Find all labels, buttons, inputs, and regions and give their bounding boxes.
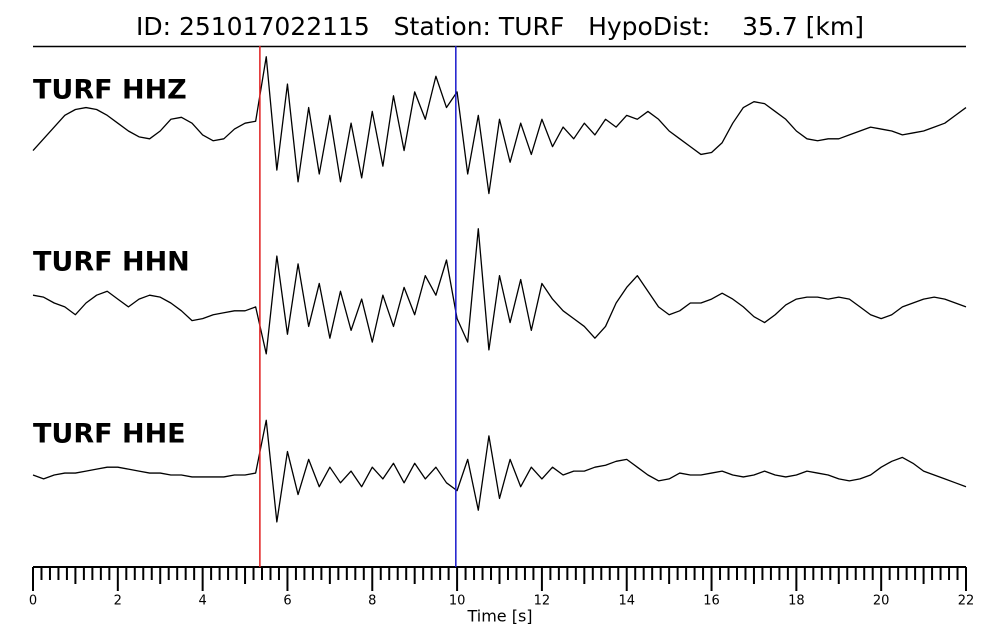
x-tick-label: 6	[283, 594, 291, 609]
x-tick-label: 2	[114, 594, 122, 609]
x-tick-label: 8	[368, 594, 376, 609]
x-tick-label: 14	[618, 594, 635, 609]
x-axis-label: Time [s]	[466, 607, 532, 626]
x-tick-label: 0	[29, 594, 37, 609]
chart-title: ID: 251017022115 Station: TURF HypoDist:…	[136, 12, 864, 41]
x-tick-label: 20	[873, 594, 890, 609]
x-tick-label: 4	[198, 594, 206, 609]
x-tick-label: 12	[534, 594, 551, 609]
waveform	[32, 228, 967, 355]
x-tick-label: 22	[958, 594, 975, 609]
x-tick-label: 10	[449, 594, 466, 609]
waveform	[32, 419, 967, 523]
x-tick-label: 16	[703, 594, 720, 609]
x-tick-label: 18	[788, 594, 805, 609]
waveform	[32, 56, 967, 195]
trace-label: TURF HHE	[33, 419, 186, 450]
trace-label: TURF HHZ	[33, 75, 187, 106]
trace-label: TURF HHN	[33, 247, 190, 278]
